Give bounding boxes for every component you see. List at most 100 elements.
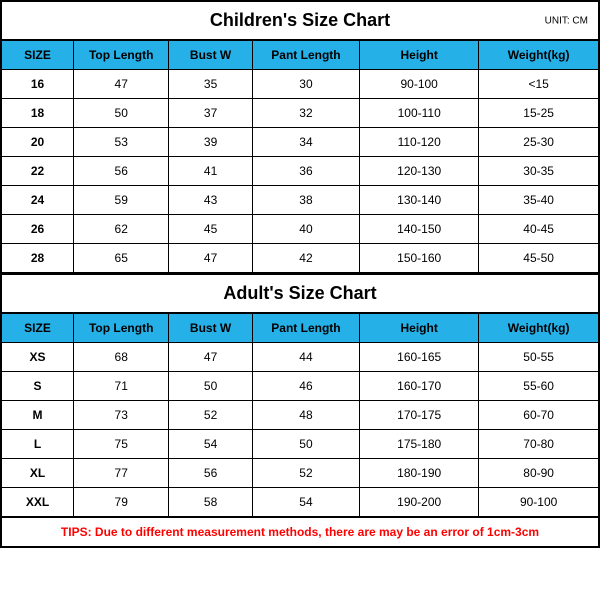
table-row: S715046160-17055-60	[2, 372, 598, 401]
table-cell: 75	[74, 430, 169, 459]
table-cell: 71	[74, 372, 169, 401]
table-cell: 70-80	[479, 430, 598, 459]
table-cell: 45-50	[479, 244, 598, 273]
column-header: Bust W	[169, 41, 252, 70]
table-cell: 30	[252, 70, 359, 99]
table-cell: 140-150	[360, 215, 479, 244]
table-cell: 47	[74, 70, 169, 99]
table-cell: 52	[252, 459, 359, 488]
column-header: Weight(kg)	[479, 41, 598, 70]
table-cell: 18	[2, 99, 74, 128]
table-cell: 40-45	[479, 215, 598, 244]
children-title-row: Children's Size Chart UNIT: CM	[2, 2, 598, 41]
table-cell: 42	[252, 244, 359, 273]
table-cell: 36	[252, 157, 359, 186]
column-header: Weight(kg)	[479, 314, 598, 343]
table-cell: 120-130	[360, 157, 479, 186]
table-cell: 60-70	[479, 401, 598, 430]
table-cell: 40	[252, 215, 359, 244]
table-cell: 73	[74, 401, 169, 430]
children-header-row: SIZETop LengthBust WPant LengthHeightWei…	[2, 41, 598, 70]
table-cell: L	[2, 430, 74, 459]
column-header: Pant Length	[252, 41, 359, 70]
table-cell: 68	[74, 343, 169, 372]
table-cell: 50-55	[479, 343, 598, 372]
table-cell: 65	[74, 244, 169, 273]
table-cell: 175-180	[360, 430, 479, 459]
table-cell: 80-90	[479, 459, 598, 488]
table-cell: 110-120	[360, 128, 479, 157]
table-cell: 22	[2, 157, 74, 186]
table-cell: 54	[169, 430, 252, 459]
table-cell: 59	[74, 186, 169, 215]
table-cell: XS	[2, 343, 74, 372]
table-cell: 30-35	[479, 157, 598, 186]
table-cell: 47	[169, 343, 252, 372]
table-cell: 52	[169, 401, 252, 430]
table-cell: 90-100	[360, 70, 479, 99]
table-cell: 48	[252, 401, 359, 430]
table-cell: 44	[252, 343, 359, 372]
table-cell: 39	[169, 128, 252, 157]
adult-header-row: SIZETop LengthBust WPant LengthHeightWei…	[2, 314, 598, 343]
column-header: SIZE	[2, 314, 74, 343]
unit-label-top: UNIT: CM	[545, 15, 588, 26]
table-cell: 130-140	[360, 186, 479, 215]
table-row: 1647353090-100<15	[2, 70, 598, 99]
table-cell: XXL	[2, 488, 74, 517]
adult-table: SIZETop LengthBust WPant LengthHeightWei…	[2, 314, 598, 517]
table-row: XXL795854190-20090-100	[2, 488, 598, 517]
table-cell: 43	[169, 186, 252, 215]
table-cell: 37	[169, 99, 252, 128]
table-row: 24594338130-14035-40	[2, 186, 598, 215]
table-cell: 28	[2, 244, 74, 273]
table-cell: 54	[252, 488, 359, 517]
table-cell: 62	[74, 215, 169, 244]
table-cell: 45	[169, 215, 252, 244]
column-header: Top Length	[74, 41, 169, 70]
table-cell: 16	[2, 70, 74, 99]
table-cell: 180-190	[360, 459, 479, 488]
table-cell: 38	[252, 186, 359, 215]
table-row: 18503732100-11015-25	[2, 99, 598, 128]
table-cell: 170-175	[360, 401, 479, 430]
table-row: 22564136120-13030-35	[2, 157, 598, 186]
table-cell: 160-170	[360, 372, 479, 401]
table-cell: 25-30	[479, 128, 598, 157]
table-row: L755450175-18070-80	[2, 430, 598, 459]
table-row: XS684744160-16550-55	[2, 343, 598, 372]
table-cell: 56	[74, 157, 169, 186]
table-cell: 32	[252, 99, 359, 128]
table-cell: 79	[74, 488, 169, 517]
table-row: 28654742150-16045-50	[2, 244, 598, 273]
table-cell: 58	[169, 488, 252, 517]
table-cell: 55-60	[479, 372, 598, 401]
children-table: SIZETop LengthBust WPant LengthHeightWei…	[2, 41, 598, 273]
table-cell: 20	[2, 128, 74, 157]
table-cell: 15-25	[479, 99, 598, 128]
table-cell: 41	[169, 157, 252, 186]
adult-title-row: Adult's Size Chart	[2, 275, 598, 314]
column-header: Height	[360, 41, 479, 70]
table-cell: 47	[169, 244, 252, 273]
table-cell: 190-200	[360, 488, 479, 517]
column-header: Top Length	[74, 314, 169, 343]
column-header: Pant Length	[252, 314, 359, 343]
table-cell: 90-100	[479, 488, 598, 517]
adult-title: Adult's Size Chart	[223, 283, 376, 303]
table-cell: 46	[252, 372, 359, 401]
table-cell: 24	[2, 186, 74, 215]
table-cell: 56	[169, 459, 252, 488]
table-row: 26624540140-15040-45	[2, 215, 598, 244]
tips-text: TIPS: Due to different measurement metho…	[61, 525, 539, 539]
table-cell: 160-165	[360, 343, 479, 372]
table-cell: 100-110	[360, 99, 479, 128]
table-cell: 77	[74, 459, 169, 488]
table-cell: 50	[169, 372, 252, 401]
size-chart-container: Children's Size Chart UNIT: CM SIZETop L…	[0, 0, 600, 517]
children-title: Children's Size Chart	[210, 10, 390, 30]
column-header: Bust W	[169, 314, 252, 343]
table-cell: <15	[479, 70, 598, 99]
table-cell: XL	[2, 459, 74, 488]
table-cell: 26	[2, 215, 74, 244]
